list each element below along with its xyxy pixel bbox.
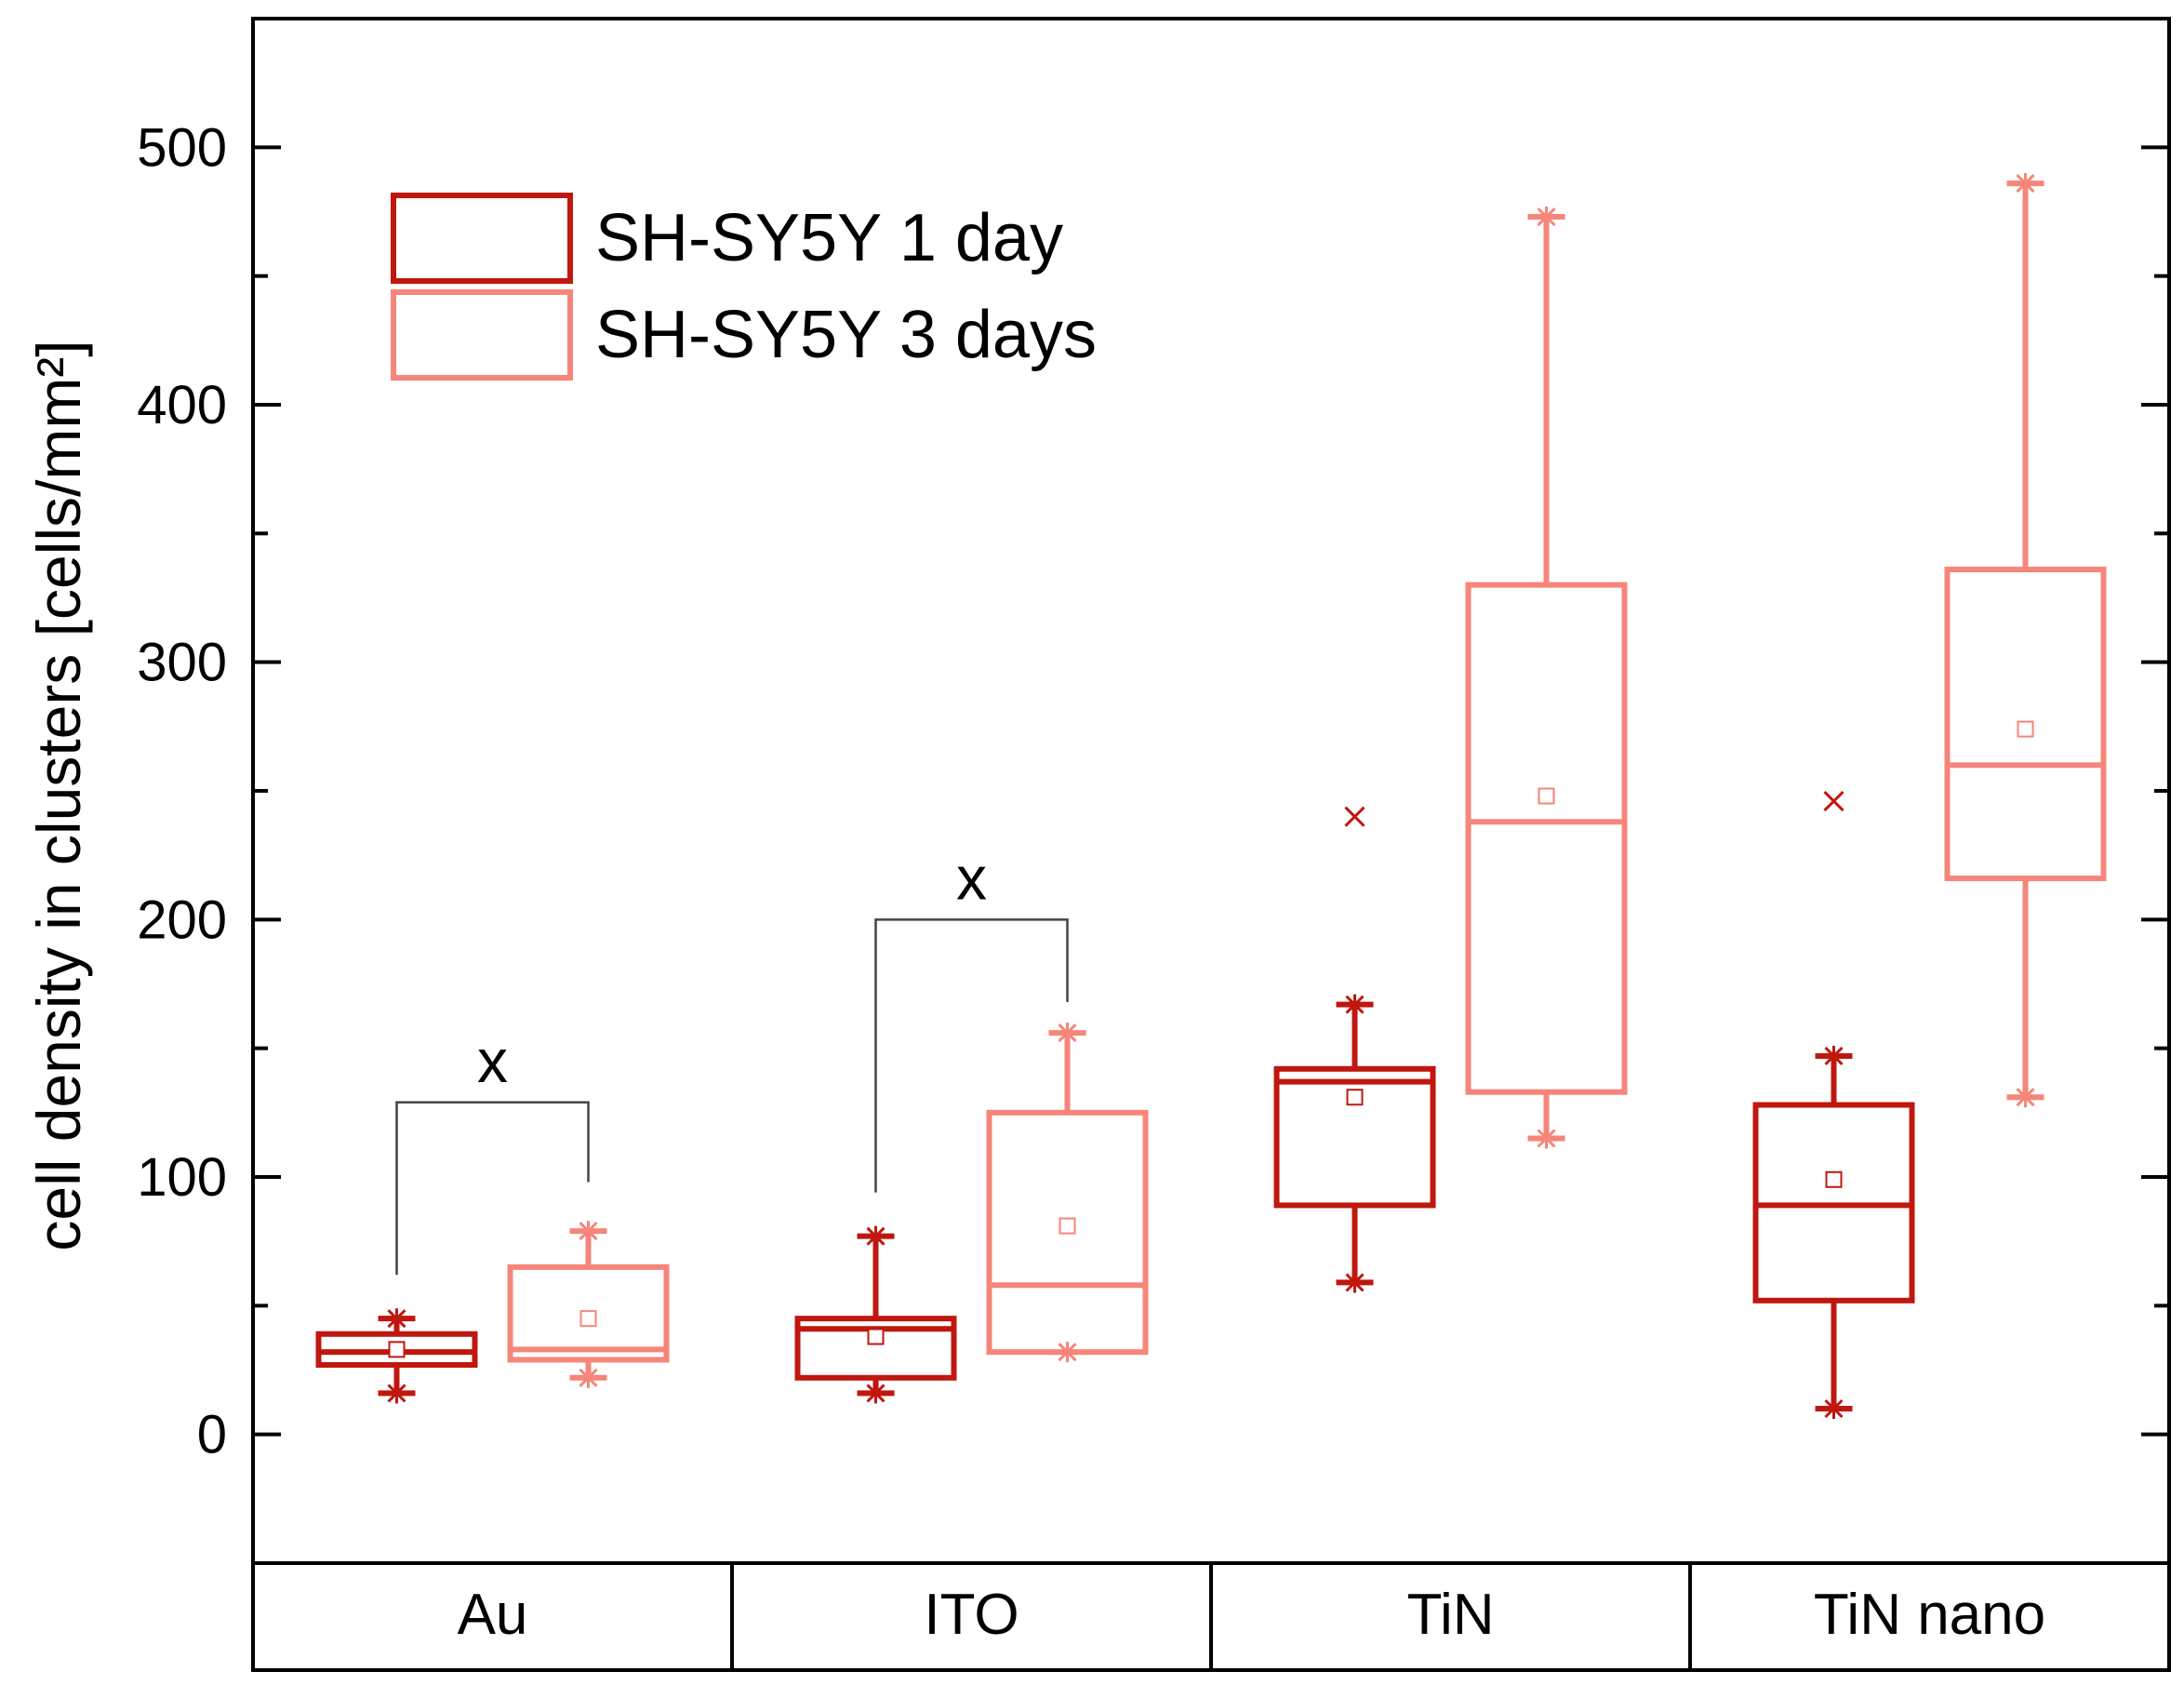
legend-swatch: [391, 193, 573, 284]
mean-marker: [579, 1310, 597, 1328]
mean-marker: [867, 1328, 885, 1345]
whisker-end-marker: [866, 1383, 886, 1404]
significance-label: x: [477, 1026, 508, 1095]
bracket-line: [395, 1101, 590, 1276]
y-axis-title: cell density in clusters [cells/mm²]: [24, 340, 93, 1250]
mean-marker: [1346, 1089, 1364, 1106]
legend-entry: SH-SY5Y 1 day: [391, 193, 1063, 284]
box-au-series-1: [315, 1308, 478, 1404]
category-label: TiN nano: [1814, 1583, 2045, 1647]
mean-marker: [1538, 787, 1555, 805]
box-au-series-2: [507, 1221, 670, 1388]
y-tick-label: 500: [137, 117, 227, 178]
box-tin-nano-series-2: [1944, 173, 2107, 1108]
legend-label: SH-SY5Y 3 days: [595, 298, 1097, 372]
whisker-end-marker: [579, 1367, 598, 1388]
y-tick-label: 200: [137, 889, 227, 950]
whisker-end-marker: [1058, 1342, 1077, 1363]
box-ito-series-1: [794, 1225, 957, 1404]
box-ito-series-2: [986, 1023, 1149, 1363]
category-label: TiN: [1406, 1583, 1494, 1647]
whisker-end-marker: [1537, 207, 1556, 228]
whisker-end-marker: [2016, 173, 2035, 194]
legend-label: SH-SY5Y 1 day: [595, 201, 1063, 275]
significance-label: x: [956, 843, 987, 912]
y-tick-label: 0: [197, 1405, 227, 1465]
mean-marker: [388, 1341, 406, 1358]
whisker-end-marker: [1537, 1128, 1556, 1149]
whisker-end-marker: [1824, 1398, 1844, 1419]
bracket-line: [874, 918, 1069, 1193]
legend-entry: SH-SY5Y 3 days: [391, 289, 1097, 381]
whisker-end-marker: [579, 1221, 598, 1242]
outlier-marker: [1344, 806, 1365, 827]
box-tin-nano-series-1: [1752, 791, 1915, 1419]
category-label: ITO: [924, 1583, 1019, 1647]
whisker-end-marker: [387, 1308, 406, 1330]
box-tin-series-1: [1273, 806, 1436, 1293]
significance-bracket: x: [395, 1026, 590, 1276]
mean-marker: [1059, 1217, 1076, 1235]
y-tick-label: 300: [137, 633, 227, 693]
significance-bracket: x: [874, 843, 1069, 1193]
outlier-marker: [1823, 791, 1844, 812]
whisker-end-marker: [1345, 1272, 1365, 1293]
y-tick-label: 100: [137, 1147, 227, 1208]
whisker-end-marker: [1824, 1045, 1844, 1066]
whisker-end-marker: [1058, 1023, 1077, 1044]
y-tick-label: 400: [137, 375, 227, 435]
whisker-end-marker: [1345, 994, 1365, 1015]
box-iqr: [1273, 1065, 1436, 1209]
whisker-end-marker: [866, 1225, 886, 1247]
legend-swatch: [391, 289, 573, 381]
mean-marker: [2017, 720, 2034, 738]
whisker-end-marker: [2016, 1087, 2035, 1108]
mean-marker: [1825, 1170, 1843, 1188]
box-tin-series-2: [1465, 207, 1628, 1149]
category-label: Au: [458, 1583, 528, 1647]
box-iqr: [1465, 582, 1628, 1095]
box-iqr: [507, 1264, 670, 1363]
whisker-end-marker: [387, 1383, 406, 1404]
